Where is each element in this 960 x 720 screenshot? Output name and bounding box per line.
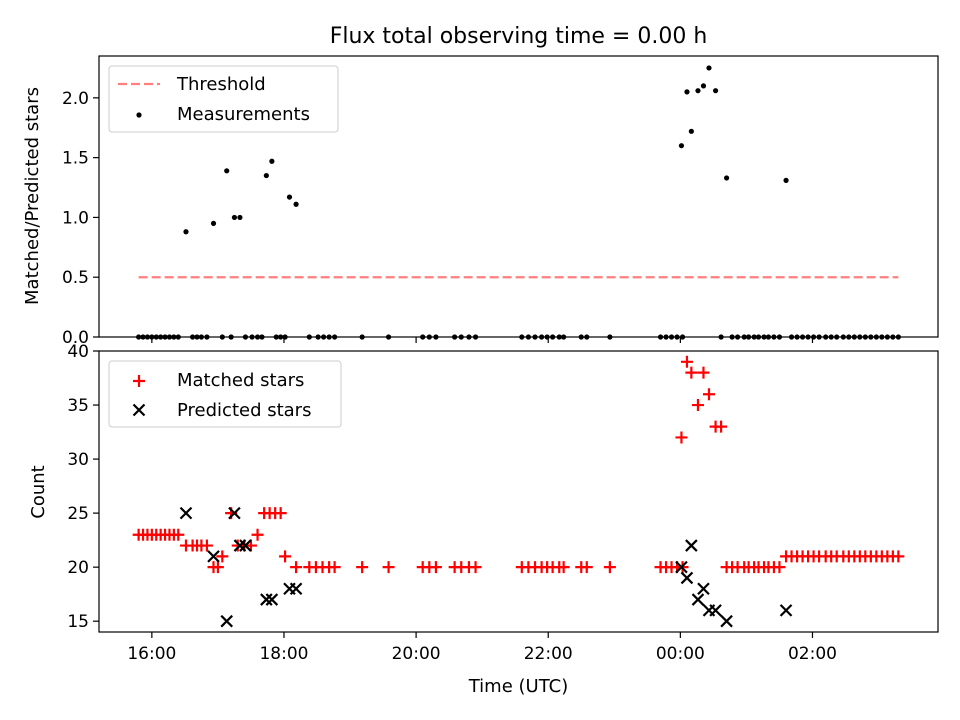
matched-star-point <box>702 388 715 401</box>
bottom-y-tick-label: 35 <box>67 396 89 416</box>
predicted-star-point <box>289 582 303 596</box>
predicted-star-point <box>709 604 722 617</box>
bottom-x-tick-label: 20:00 <box>392 644 441 664</box>
matched-star-point <box>216 550 229 563</box>
bottom-axes: 15 20 25 30 35 40 16:00 18:00 20:00 22:00 00:00 02:… <box>67 342 939 664</box>
matched-star-point <box>469 561 482 574</box>
predicted-star-point <box>691 593 705 606</box>
bottom-x-tick-label: 00:00 <box>656 644 705 664</box>
top-frame <box>98 55 939 338</box>
bottom-frame <box>98 350 939 633</box>
chart-title: Flux total observing time = 0.00 h <box>330 24 708 49</box>
bottom-x-tick-label: 16:00 <box>127 644 176 664</box>
measurement-point <box>293 201 299 207</box>
measurement-point <box>269 158 275 164</box>
measurement-point <box>263 172 269 179</box>
bottom-x-tick-label: 22:00 <box>524 644 573 664</box>
measurement-point <box>700 83 707 89</box>
measurement-point <box>783 177 789 183</box>
predicted-star-point <box>220 614 233 628</box>
bottom-y-tick-label: 30 <box>67 450 89 470</box>
measurement-point <box>678 143 685 149</box>
bottom-y-tick-label: 20 <box>67 558 89 578</box>
legend-measurements-label: Measurements <box>177 104 310 125</box>
measurement-point <box>237 214 243 221</box>
top-y-tick-label: 2.0 <box>62 89 89 109</box>
measurement-point <box>706 65 712 71</box>
bottom-y-axis-label: Count <box>28 465 49 518</box>
legend-matched-label: Matched stars <box>177 370 304 391</box>
measurement-point <box>286 194 293 200</box>
measurement-point <box>183 229 189 235</box>
bottom-x-tick-label: 18:00 <box>259 644 308 664</box>
matched-star-point <box>382 561 395 574</box>
measurement-point <box>231 214 238 221</box>
matched-star-point <box>557 561 570 574</box>
matched-star-point <box>685 366 698 379</box>
predicted-star-point <box>260 593 273 606</box>
predicted-star-point <box>779 604 793 617</box>
measurement-point <box>224 168 230 174</box>
legend-measurements-swatch <box>136 112 142 118</box>
top-y-tick-label: 0.0 <box>62 328 89 348</box>
predicted-star-point <box>680 571 694 585</box>
predicted-star-point <box>233 539 247 552</box>
predicted-star-point <box>179 506 193 520</box>
matched-star-point <box>603 561 616 574</box>
top-axes: 0.0 0.5 1.0 1.5 2.0 Threshold Measurements <box>62 55 939 348</box>
matched-star-point <box>290 561 303 574</box>
matched-star-point <box>429 561 442 574</box>
matched-star-point <box>675 431 688 444</box>
predicted-star-point <box>685 539 698 552</box>
bottom-x-tick-label: 02:00 <box>788 644 837 664</box>
matched-star-point <box>274 507 287 520</box>
measurement-point <box>688 128 694 134</box>
measurement-point <box>684 89 690 95</box>
bottom-y-tick-label: 40 <box>67 342 89 362</box>
x-axis-label: Time (UTC) <box>468 676 569 697</box>
matched-star-point <box>356 561 369 574</box>
predicted-star-point <box>675 560 688 574</box>
measurement-point <box>712 88 719 94</box>
top-legend: Threshold Measurements <box>108 65 339 133</box>
matched-star-point <box>680 355 693 368</box>
matched-star-point <box>715 420 728 433</box>
matched-star-point <box>328 561 341 574</box>
bottom-y-tick-label: 15 <box>67 612 89 632</box>
top-y-tick-label: 1.5 <box>62 149 89 169</box>
legend-predicted-swatch <box>132 403 146 417</box>
matched-star-point <box>200 539 213 552</box>
legend-matched-swatch <box>133 375 145 387</box>
predicted-star-point <box>697 582 710 596</box>
matched-star-point <box>580 561 593 574</box>
matched-star-point <box>172 528 185 541</box>
top-legend-box <box>108 65 339 133</box>
top-y-axis-label: Matched/Predicted stars <box>22 87 43 305</box>
matched-star-point <box>691 399 704 412</box>
bottom-y-tick-label: 25 <box>67 504 89 524</box>
bottom-legend: Matched stars Predicted stars <box>108 360 342 428</box>
predicted-star-point <box>265 593 279 606</box>
predicted-star-point <box>228 506 241 520</box>
predicted-star-point <box>720 614 733 628</box>
top-y-tick-label: 1.0 <box>62 208 89 228</box>
predicted-star-point <box>207 550 220 563</box>
matched-star-point <box>892 550 905 563</box>
legend-predicted-label: Predicted stars <box>177 400 311 421</box>
measurement-point <box>723 175 730 181</box>
legend-threshold-label: Threshold <box>176 74 266 95</box>
measurement-point <box>210 220 217 227</box>
top-y-tick-label: 0.5 <box>62 268 89 288</box>
matched-star-point <box>773 561 786 574</box>
matched-star-point <box>697 366 710 379</box>
matched-star-point <box>211 561 224 574</box>
bottom-legend-box <box>108 360 342 428</box>
matched-star-point <box>251 528 264 541</box>
predicted-star-point <box>239 539 252 552</box>
measurement-point <box>695 88 701 94</box>
matched-star-point <box>279 550 292 563</box>
